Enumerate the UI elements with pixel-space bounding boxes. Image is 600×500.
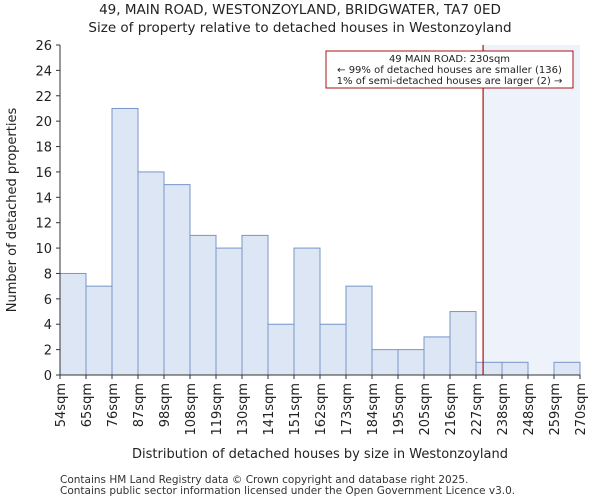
chart-subtitle: Size of property relative to detached ho… — [88, 20, 512, 36]
x-tick-label: 248sqm — [522, 383, 537, 436]
x-tick-label: 227sqm — [470, 383, 485, 436]
bar — [345, 285, 373, 376]
y-tick-label: 22 — [35, 90, 52, 105]
bar — [423, 336, 451, 376]
annotation-line-2: ← 99% of detached houses are smaller (13… — [337, 65, 562, 76]
x-tick-label: 270sqm — [574, 383, 589, 436]
y-tick-label: 24 — [35, 64, 52, 79]
x-tick-label: 108sqm — [184, 383, 199, 436]
y-tick-label: 8 — [44, 267, 52, 282]
y-tick-label: 16 — [35, 166, 52, 181]
x-tick-label: 119sqm — [210, 383, 225, 436]
x-tick-label: 76sqm — [106, 383, 121, 427]
bar — [319, 323, 347, 376]
bar — [293, 247, 321, 376]
x-tick-label: 216sqm — [444, 383, 459, 436]
bar — [85, 285, 113, 376]
bar — [449, 311, 477, 376]
bar — [397, 349, 425, 376]
x-tick-label: 205sqm — [418, 383, 433, 436]
bar — [475, 361, 503, 376]
annotation-line-3: 1% of semi-detached houses are larger (2… — [337, 76, 563, 87]
x-tick-label: 259sqm — [548, 383, 563, 436]
y-tick-label: 6 — [44, 293, 52, 308]
bar — [189, 234, 217, 376]
footer-licence: Contains public sector information licen… — [60, 485, 516, 497]
x-tick-label: 141sqm — [262, 383, 277, 436]
footer-copyright: Contains HM Land Registry data © Crown c… — [60, 474, 469, 486]
y-tick-label: 18 — [35, 141, 52, 156]
bar — [501, 361, 529, 376]
y-tick-label: 0 — [44, 369, 52, 384]
annotation-box — [325, 50, 574, 89]
bar — [371, 349, 399, 376]
x-tick-label: 65sqm — [80, 383, 95, 427]
bar — [163, 184, 191, 376]
x-axis-title: Distribution of detached houses by size … — [132, 447, 508, 462]
y-tick-label: 14 — [35, 191, 52, 206]
bar — [59, 272, 87, 376]
x-tick-label: 195sqm — [392, 383, 407, 436]
y-tick-label: 4 — [44, 318, 52, 333]
bar — [111, 107, 139, 376]
y-tick-label: 10 — [35, 242, 52, 257]
y-tick-label: 2 — [44, 344, 52, 359]
highlight-region — [483, 45, 580, 375]
x-tick-label: 151sqm — [288, 383, 303, 436]
y-tick-label: 26 — [35, 39, 52, 54]
y-tick-label: 12 — [35, 217, 52, 232]
bar — [267, 323, 295, 376]
x-tick-label: 173sqm — [340, 383, 355, 436]
annotation-line-1: 49 MAIN ROAD: 230sqm — [389, 54, 510, 65]
chart-title: 49, MAIN ROAD, WESTONZOYLAND, BRIDGWATER… — [99, 2, 501, 18]
x-tick-label: 87sqm — [132, 383, 147, 427]
y-axis-title: Number of detached properties — [5, 108, 20, 313]
bar — [241, 234, 269, 376]
x-tick-label: 130sqm — [236, 383, 251, 436]
x-tick-label: 162sqm — [314, 383, 329, 436]
x-tick-label: 54sqm — [54, 383, 69, 427]
bar — [553, 361, 581, 376]
x-tick-label: 238sqm — [496, 383, 511, 436]
x-tick-label: 98sqm — [158, 383, 173, 427]
x-tick-label: 184sqm — [366, 383, 381, 436]
bar — [137, 171, 165, 376]
bar — [215, 247, 243, 376]
y-tick-label: 20 — [35, 115, 52, 130]
